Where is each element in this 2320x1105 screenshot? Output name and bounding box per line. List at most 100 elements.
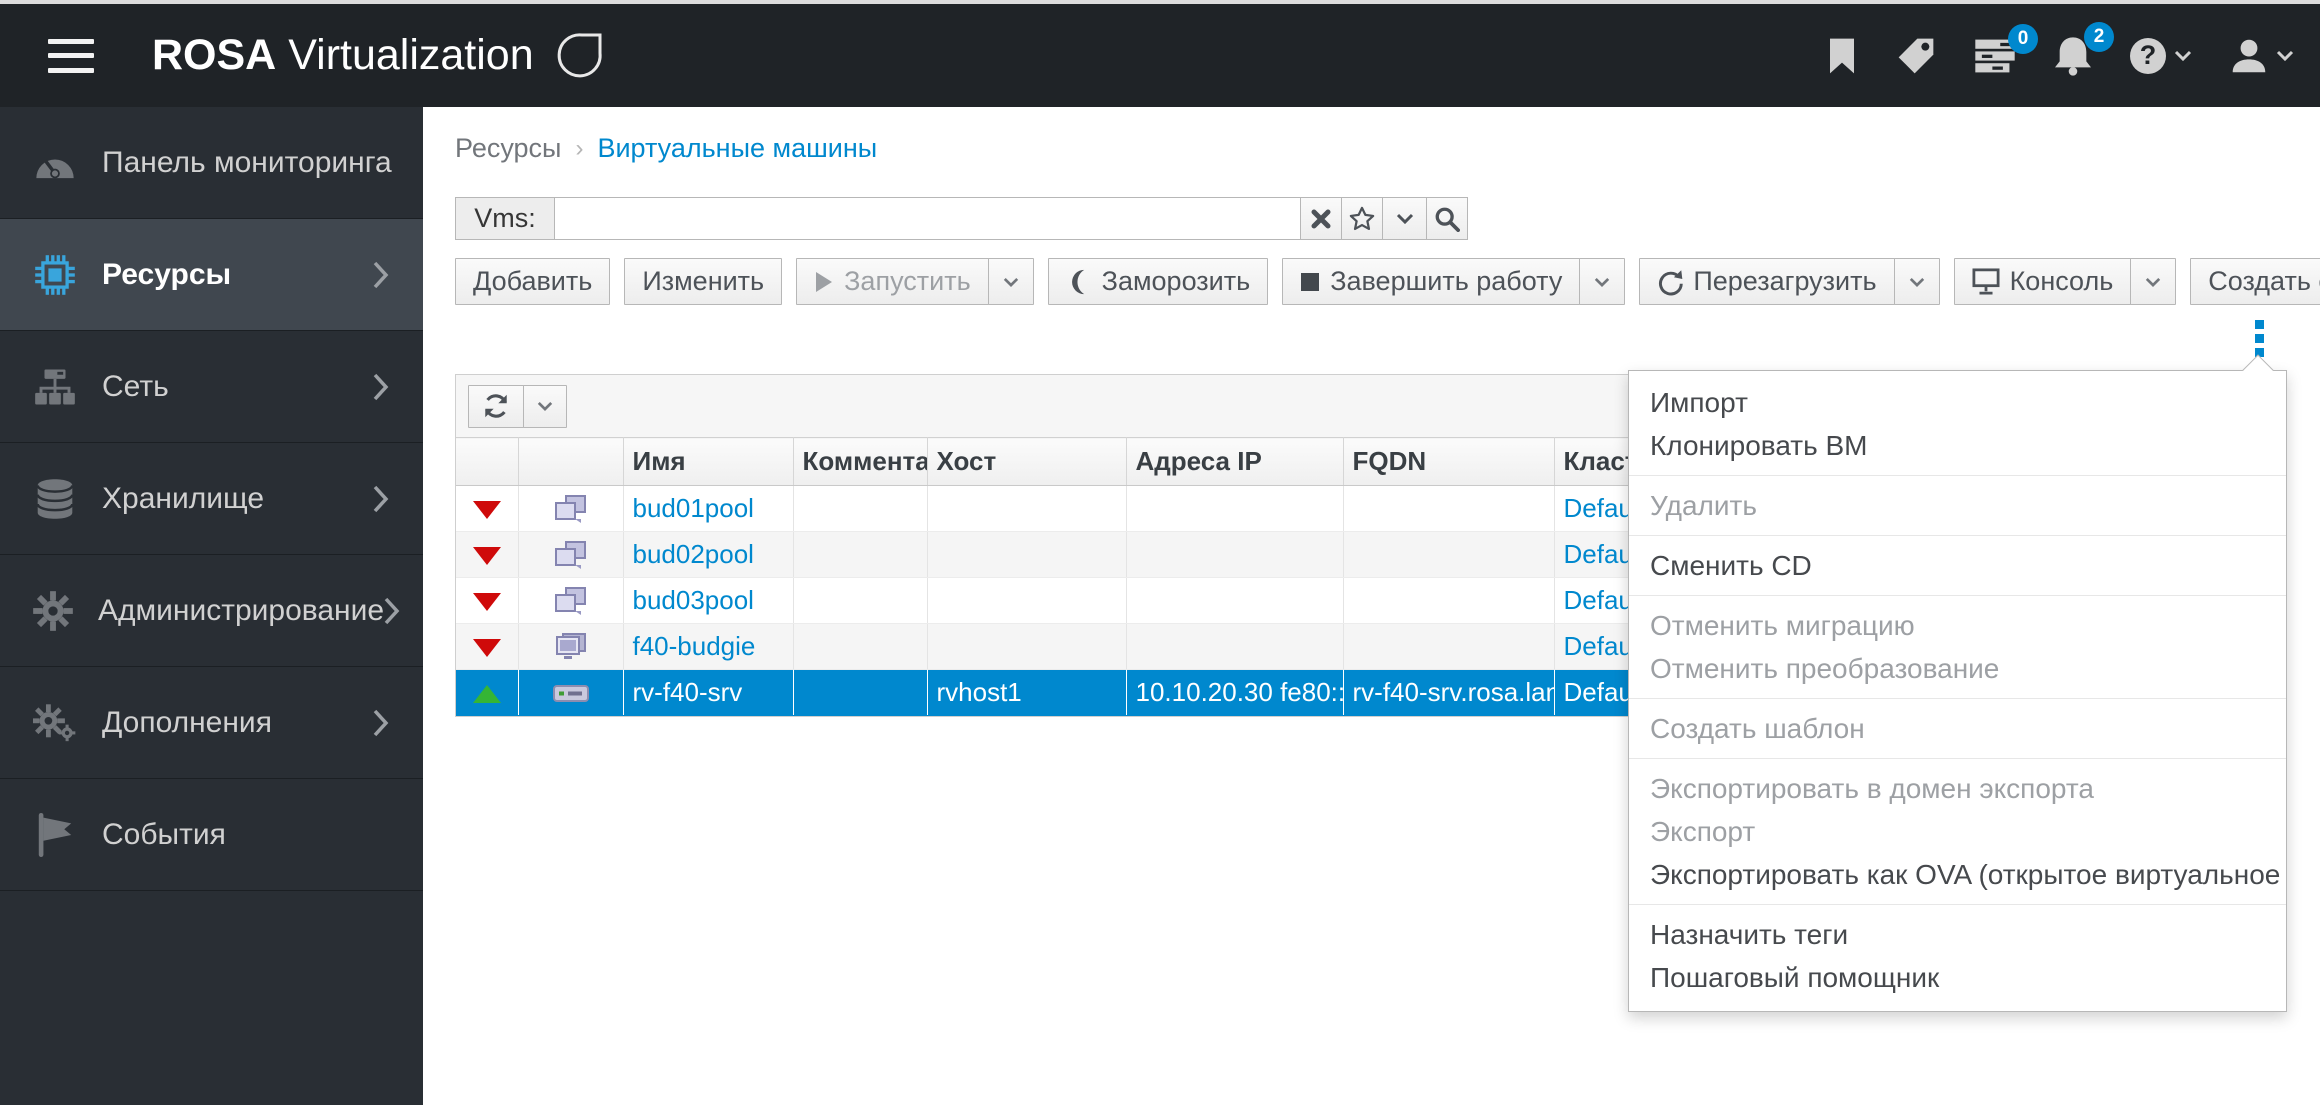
brand[interactable]: ROSA Virtualization [152,31,604,81]
sidebar-item-label: Дополнения [102,705,272,739]
user-icon [2230,37,2268,75]
help-icon: ? [2130,37,2166,74]
menu-item-import[interactable]: Импорт [1650,387,1748,418]
tachometer-icon [32,145,78,181]
network-icon [32,368,78,406]
sidebar-item-label: Сеть [102,369,169,403]
shutdown-vm-dropdown-button[interactable] [1579,258,1626,305]
sidebar-nav: Панель мониторинга Ресурсы Сеть Храни [0,107,423,1105]
menu-item-export: Экспорт [1650,816,1756,847]
menu-divider [1629,595,2286,596]
notifications-badge: 2 [2084,21,2114,52]
menu-item-cancel-migration: Отменить миграцию [1650,610,1915,641]
search-input[interactable] [554,197,1301,240]
reboot-vm-button-group: Перезагрузить [1639,258,1940,305]
shutdown-vm-button[interactable]: Завершить работу [1282,258,1581,305]
sidebar-item-dashboard[interactable]: Панель мониторинга [0,107,423,219]
column-header-ip[interactable]: Адреса IP [1126,437,1344,486]
menu-item-change-cd[interactable]: Сменить CD [1650,550,1812,581]
bookmark-icon [1826,37,1858,75]
breadcrumb-compute-link[interactable]: Ресурсы [455,133,562,163]
cpu-icon [32,253,78,297]
vm-desktop-icon [555,632,586,659]
console-dropdown-button[interactable] [2130,258,2177,305]
menu-item-export-ova[interactable]: Экспортировать как OVA (открытое виртуал… [1650,859,2286,890]
sidebar-item-network[interactable]: Сеть [0,331,423,443]
vm-status-cell [456,669,519,716]
status-down-icon [472,501,501,520]
breadcrumb-vms-link[interactable]: Виртуальные машины [597,133,878,163]
search-dropdown-button[interactable] [1382,197,1427,240]
column-header-status [456,437,519,486]
reboot-vm-dropdown-button[interactable] [1893,258,1940,305]
masthead-actions: 0 2 ? [1826,21,2294,76]
create-snapshot-button[interactable]: Создать снимок [2190,258,2320,305]
refresh-dropdown-button[interactable] [523,384,567,428]
column-header-name[interactable]: Имя [623,437,794,486]
clear-x-icon [1311,209,1331,229]
help-menu-button[interactable]: ? [2130,37,2192,74]
refresh-button[interactable] [468,384,524,428]
chevron-right-icon [373,485,389,513]
vm-ip-cell [1126,531,1344,578]
more-actions-menu: Импорт Клонировать ВМ Удалить Сменить CD… [1628,354,2287,1012]
search-clear-button[interactable] [1300,197,1342,240]
sidebar-item-label: Администрирование [98,593,385,627]
sidebar-item-administration[interactable]: Администрирование [0,555,423,667]
moon-icon [1066,268,1092,296]
vm-name-link[interactable]: rv-f40-srv [632,677,743,707]
console-button[interactable]: Консоль [1953,258,2132,305]
menu-item-delete: Удалить [1650,490,1757,521]
menu-divider [1629,475,2286,476]
search-favorite-button[interactable] [1341,197,1383,240]
vm-fqdn-cell: rv-f40-srv.rosa.lan [1343,669,1555,716]
vm-name-link[interactable]: bud01pool [632,493,754,523]
vm-type-cell [518,485,624,532]
menu-item-clone-vm[interactable]: Клонировать ВМ [1650,430,1868,461]
column-header-comment[interactable]: Комментарий [793,437,928,486]
vm-server-icon [552,684,589,702]
sidebar-item-storage[interactable]: Хранилище [0,443,423,555]
search-submit-button[interactable] [1426,197,1468,240]
run-vm-dropdown-button[interactable] [987,258,1034,305]
sidebar-item-addons[interactable]: Дополнения [0,667,423,779]
column-header-fqdn[interactable]: FQDN [1343,437,1555,486]
column-header-host[interactable]: Хост [927,437,1127,486]
reboot-vm-button[interactable]: Перезагрузить [1639,258,1895,305]
console-button-group: Консоль [1953,258,2177,305]
main-content: Ресурсы › Виртуальные машины Vms: [423,107,2320,1105]
menu-item-cancel-conversion: Отменить преобразование [1650,653,2000,684]
sidebar-item-compute[interactable]: Ресурсы [0,219,423,331]
tags-button[interactable] [1896,36,1936,76]
stop-square-icon [1300,272,1320,292]
edit-vm-button[interactable]: Изменить [624,258,783,305]
vm-name-link[interactable]: bud02pool [632,539,754,569]
menu-item-guide-me[interactable]: Пошаговый помощник [1650,962,1940,993]
flag-icon [32,812,78,857]
user-menu-button[interactable] [2230,37,2294,75]
menu-divider [1629,698,2286,699]
vm-name-link[interactable]: f40-budgie [632,631,756,661]
status-down-icon [472,639,501,658]
more-actions-kebab-button[interactable] [2251,316,2268,361]
refresh-icon [482,392,510,420]
vm-name-link[interactable]: bud03pool [632,585,754,615]
menu-item-assign-tags[interactable]: Назначить теги [1650,919,1849,950]
vm-ip-cell [1126,485,1344,532]
sidebar-item-events[interactable]: События [0,779,423,891]
status-down-icon [472,547,501,566]
vm-host-cell [927,531,1127,578]
add-vm-button[interactable]: Добавить [455,258,611,305]
notifications-button[interactable]: 2 [2054,21,2114,76]
run-vm-button-group: Запустить [796,258,1034,305]
vm-ip-cell [1126,623,1344,670]
bookmarks-button[interactable] [1826,37,1858,75]
vm-type-cell [518,577,624,624]
star-icon [1349,206,1375,232]
database-icon [32,478,78,520]
tasks-button[interactable]: 0 [1974,23,2038,74]
vm-type-cell [518,669,624,716]
hamburger-menu-button[interactable] [48,38,94,73]
suspend-vm-button[interactable]: Заморозить [1047,258,1269,305]
